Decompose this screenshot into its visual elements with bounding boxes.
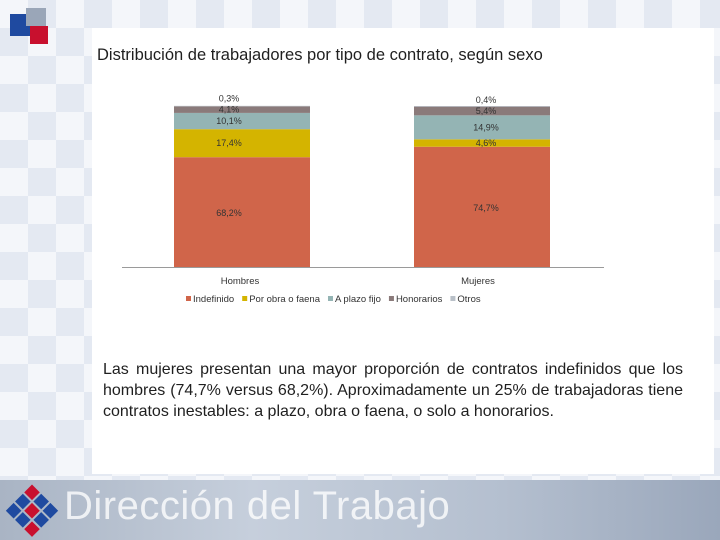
data-label-mujeres-4: 0,4% xyxy=(476,95,497,105)
bar-segment-mujeres-4 xyxy=(414,106,550,107)
legend-label-3: Honorarios xyxy=(396,294,443,305)
legend-label-1: Por obra o faena xyxy=(249,294,320,305)
legend-swatch-1 xyxy=(242,296,248,301)
slide-title: Distribución de trabajadores por tipo de… xyxy=(97,46,543,64)
data-label-hombres-1: 17,4% xyxy=(216,138,242,148)
data-label-hombres-2: 10,1% xyxy=(216,116,242,126)
legend-swatch-4 xyxy=(450,296,456,301)
corner-logo xyxy=(10,8,50,46)
footer-logo-icon xyxy=(5,484,59,537)
data-label-mujeres-1: 4,6% xyxy=(476,138,497,148)
stacked-bar-chart: 68,2% 17,4% 10,1%4,1%0,3% Hombres 74,7% 4,6% 1… xyxy=(122,94,604,305)
legend-label-2: A plazo fijo xyxy=(335,294,381,305)
slide-body-text: Las mujeres presentan una mayor proporci… xyxy=(103,361,683,420)
bar-segment-hombres-0 xyxy=(174,157,310,267)
bar-segment-hombres-2 xyxy=(174,112,310,130)
footer-brand-text: Dirección del Trabajo xyxy=(64,484,451,528)
data-label-mujeres-0: 74,7% xyxy=(473,203,499,213)
category-label-hombres: Hombres xyxy=(221,276,260,287)
bar-segment-mujeres-1 xyxy=(414,139,550,147)
legend-label-4: Otros xyxy=(457,294,480,305)
data-label-hombres-3: 4,1% xyxy=(219,105,240,115)
data-label-hombres-4: 0,3% xyxy=(219,94,240,104)
data-label-mujeres-3: 5,4% xyxy=(476,106,497,116)
bar-segment-mujeres-3 xyxy=(414,106,550,116)
bar-segment-hombres-3 xyxy=(174,106,310,113)
footer-bar: Dirección del Trabajo xyxy=(0,480,720,540)
legend-label-0: Indefinido xyxy=(193,294,234,305)
category-label-mujeres: Mujeres xyxy=(461,276,495,287)
legend-swatch-2 xyxy=(327,296,333,301)
bar-segment-mujeres-0 xyxy=(414,146,550,267)
bar-segment-mujeres-2 xyxy=(414,115,550,140)
legend-swatch-0 xyxy=(186,296,191,301)
bar-segment-hombres-1 xyxy=(174,129,310,158)
data-label-mujeres-2: 14,9% xyxy=(473,122,499,132)
data-label-hombres-0: 68,2% xyxy=(216,208,242,218)
legend-swatch-3 xyxy=(388,296,394,301)
